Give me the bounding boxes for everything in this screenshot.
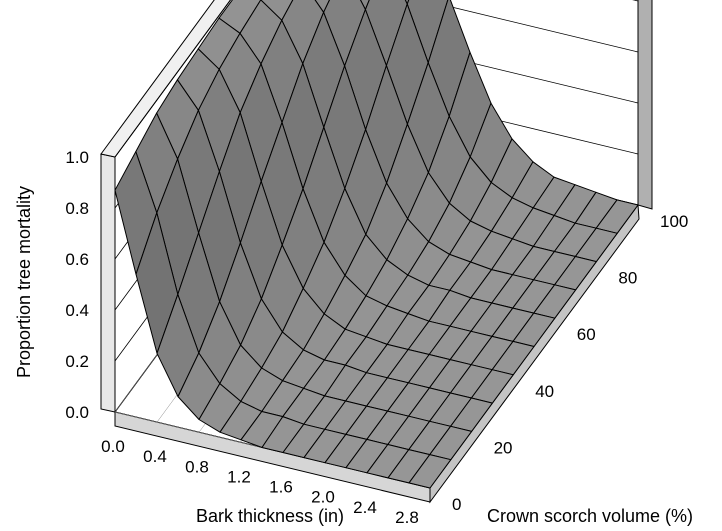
- surface-mesh: [114, 0, 639, 489]
- back-wall-edge: [637, 0, 653, 210]
- z-tick-label: 100: [660, 212, 688, 231]
- y-tick-label: 0.6: [65, 250, 89, 269]
- surface-cell: [408, 454, 452, 489]
- y-tick-label: 0.2: [65, 352, 89, 371]
- z-tick-label: 40: [535, 382, 554, 401]
- x-tick-label: 1.2: [227, 467, 251, 486]
- x-axis-label: Bark thickness (in): [196, 506, 344, 526]
- y-gridline: [114, 0, 231, 158]
- z-tick-label: 60: [577, 325, 596, 344]
- z-tick-label: 20: [494, 438, 513, 457]
- tick-labels: 0.0 0.2 0.4 0.6 0.8 1.0 0.0 0.4 0.8 1.2 1.6 2.0 2.4 2…: [65, 148, 688, 527]
- x-tick-label: 0.8: [185, 457, 209, 476]
- y-tick-label: 0.8: [65, 199, 89, 218]
- left-wall-top: [100, 0, 232, 158]
- y-tick-label: 1.0: [65, 148, 89, 167]
- x-tick-label: 1.6: [269, 478, 293, 497]
- x-tick-label: 0.0: [101, 437, 125, 456]
- x-tick-label: 2.0: [311, 488, 335, 507]
- x-tick-label: 0.4: [143, 447, 167, 466]
- z-tick-label: 80: [618, 269, 637, 288]
- z-tick-label: 0: [452, 495, 461, 514]
- y-tick-label: 0.0: [65, 403, 89, 422]
- x-tick-label: 2.4: [353, 498, 377, 517]
- left-wall-edge: [100, 153, 116, 413]
- x-tick-label: 2.8: [395, 508, 419, 527]
- surface-cell: [359, 0, 370, 10]
- y-axis-label: Proportion tree mortality: [14, 186, 34, 378]
- y-tick-label: 0.4: [65, 301, 89, 320]
- z-axis-label: Crown scorch volume (%): [487, 506, 693, 526]
